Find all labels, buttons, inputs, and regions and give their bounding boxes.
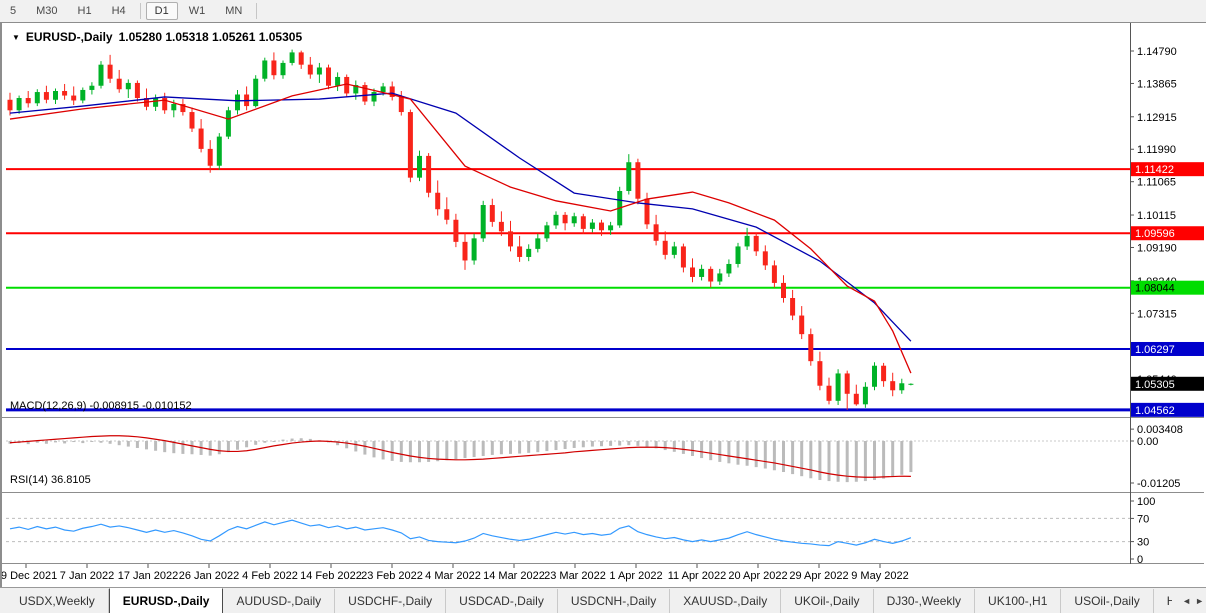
date-label: 20 Apr 2022	[728, 570, 787, 582]
timeframe-toolbar: 5 M30 H1 H4 D1 W1 MN	[0, 0, 1206, 23]
symbol-tabbar: USDX,Weekly EURUSD-,Daily AUDUSD-,Daily USD…	[0, 587, 1206, 613]
chart-window: 1.14790 1.13865 1.12915 1.11990 1.11065 1.101…	[0, 22, 1206, 588]
toolbar-divider	[139, 3, 141, 19]
hline-price-label	[1131, 341, 1204, 356]
toolbar-divider	[256, 3, 258, 19]
fast-ma	[9, 83, 912, 374]
price-tick: 1.14790	[1137, 46, 1177, 58]
hline-price-label	[1131, 280, 1204, 295]
macd-tick: -0.01205	[1137, 478, 1180, 490]
tabstrip: USDX,Weekly EURUSD-,Daily AUDUSD-,Daily USD…	[0, 588, 1178, 613]
date-label: 29 Dec 2021	[2, 570, 57, 582]
rsi-line	[9, 519, 912, 547]
timeframe-button-W1[interactable]: W1	[188, 5, 206, 17]
date-label: 4 Feb 2022	[242, 570, 298, 582]
date-label: 4 Mar 2022	[425, 570, 481, 582]
svg-text:1.09596: 1.09596	[1135, 228, 1175, 240]
rsi-tick: 0	[1137, 554, 1143, 566]
slow-ma	[9, 92, 912, 342]
candles	[7, 49, 914, 410]
tab-ukoil-daily[interactable]: UKOil-,Daily	[781, 589, 874, 613]
date-label: 23 Mar 2022	[544, 570, 606, 582]
timeframe-button-H1[interactable]: H1	[77, 5, 92, 17]
price-tick: 1.07315	[1137, 308, 1177, 320]
price-tick: 1.10115	[1137, 210, 1176, 222]
timeframe-button-H4[interactable]: H4	[111, 5, 126, 17]
hline-price-label	[1131, 226, 1204, 241]
tab-usdx-weekly[interactable]: USDX,Weekly	[6, 589, 109, 613]
price-tick: 1.12915	[1137, 112, 1177, 124]
timeframe-button-M30[interactable]: M30	[36, 5, 58, 17]
date-label: 17 Jan 2022	[118, 570, 179, 582]
chart-symbol-label: EURUSD-,Daily	[25, 30, 113, 44]
date-label: 26 Jan 2022	[179, 570, 240, 582]
tab-usdchf-daily[interactable]: USDCHF-,Daily	[335, 589, 447, 613]
tab-dj30-weekly[interactable]: DJ30-,Weekly	[874, 589, 976, 613]
macd-indicator-label: MACD(12,26,9) -0.008915 -0.010152	[10, 400, 192, 412]
tab-scroll-controls: ◄ ►	[1172, 588, 1204, 613]
tab-eurusd-daily[interactable]: EURUSD-,Daily	[108, 588, 224, 613]
date-label: 29 Apr 2022	[789, 570, 848, 582]
tab-usdcad-daily[interactable]: USDCAD-,Daily	[446, 589, 558, 613]
tab-usdcnh-daily[interactable]: USDCNH-,Daily	[558, 589, 671, 613]
tab-audusd-daily[interactable]: AUDUSD-,Daily	[223, 589, 336, 613]
price-tick: 1.09190	[1137, 242, 1177, 254]
date-label: 1 Apr 2022	[609, 570, 662, 582]
date-label: 14 Feb 2022	[300, 570, 362, 582]
timeframe-button-D1[interactable]: D1	[145, 2, 178, 20]
rsi-tick: 70	[1137, 513, 1149, 525]
rsi-tick: 100	[1137, 496, 1155, 508]
date-label: 7 Jan 2022	[60, 570, 114, 582]
tab-scroll-right-icon[interactable]: ►	[1195, 595, 1204, 606]
price-tick: 1.13865	[1137, 78, 1177, 90]
candlestick-chart[interactable]: 1.14790 1.13865 1.12915 1.11990 1.11065 1.101…	[2, 23, 1204, 587]
tab-scroll-left-icon[interactable]: ◄	[1182, 595, 1192, 606]
svg-text:1.04562: 1.04562	[1135, 405, 1175, 417]
timeframe-button-5[interactable]: 5	[10, 5, 17, 17]
price-tick: 1.11990	[1137, 144, 1176, 156]
tab-xauusd-daily[interactable]: XAUUSD-,Daily	[670, 589, 782, 613]
tab-usoil-daily[interactable]: USOil-,Daily	[1061, 589, 1154, 613]
chart-ohlc-values: 1.05280 1.05318 1.05261 1.05305	[118, 30, 303, 44]
date-label: 23 Feb 2022	[361, 570, 423, 582]
current-price-label	[1131, 376, 1204, 391]
macd-tick: 0.00	[1137, 436, 1158, 448]
rsi-indicator-label: RSI(14) 36.8105	[10, 474, 91, 486]
macd-signal-line	[9, 435, 911, 478]
date-axis	[25, 564, 881, 568]
macd-histogram	[8, 438, 913, 483]
date-label: 9 May 2022	[851, 570, 908, 582]
hline-price-label	[1131, 162, 1204, 177]
hline-price-label	[1131, 402, 1204, 417]
svg-text:1.08044: 1.08044	[1135, 283, 1175, 295]
rsi-tick: 30	[1137, 537, 1149, 549]
svg-text:1.05305: 1.05305	[1135, 379, 1175, 391]
svg-text:1.06297: 1.06297	[1135, 344, 1175, 356]
svg-text:1.11422: 1.11422	[1135, 164, 1174, 176]
price-tick: 1.11065	[1137, 177, 1176, 189]
symbol-dropdown-icon[interactable]: ▼	[12, 32, 20, 42]
date-label: 14 Mar 2022	[483, 570, 545, 582]
tab-uk100-h1[interactable]: UK100-,H1	[975, 589, 1062, 613]
date-label: 11 Apr 2022	[668, 570, 727, 582]
timeframe-button-MN[interactable]: MN	[225, 5, 243, 17]
macd-tick: 0.003408	[1137, 424, 1183, 436]
chart-title: ▼ EURUSD-,Daily 1.05280 1.05318 1.05261 …	[12, 30, 302, 44]
